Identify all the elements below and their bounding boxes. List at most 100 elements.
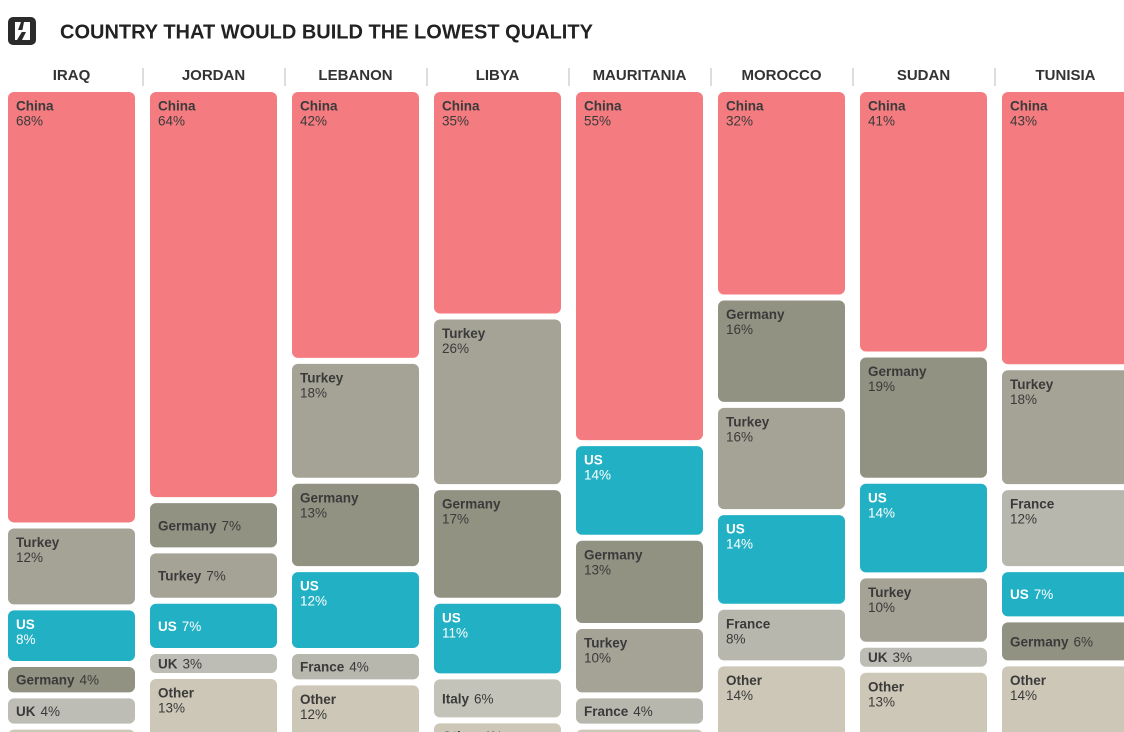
- segment-name: France: [1010, 497, 1055, 512]
- segment: [860, 672, 987, 732]
- segment: [8, 528, 135, 605]
- segment-name: Turkey: [442, 326, 486, 341]
- segment-value: 12%: [300, 707, 327, 722]
- segment-name: Italy: [442, 691, 470, 706]
- segment-value: 7%: [222, 518, 242, 533]
- segment-name: France: [300, 659, 345, 674]
- segment-value: 14%: [584, 468, 611, 483]
- segment: [718, 407, 845, 510]
- segment-value: 7%: [206, 568, 226, 583]
- segment: [292, 92, 419, 358]
- segment-name: Other: [158, 686, 195, 701]
- segment-label: Germany 4%: [16, 672, 99, 687]
- segment-name: Turkey: [16, 535, 60, 550]
- segment-value: 10%: [584, 651, 611, 666]
- column-header: LEBANON: [318, 67, 392, 84]
- segment-value: 35%: [442, 114, 469, 129]
- segment: [9, 729, 134, 732]
- segment-value: 10%: [868, 600, 895, 615]
- segment-name: US: [300, 579, 319, 594]
- segment-value: 26%: [442, 341, 469, 356]
- segment: [434, 490, 561, 598]
- segment-value: 12%: [1010, 512, 1037, 527]
- segment-name: UK: [868, 650, 888, 665]
- segment-value: 3%: [893, 650, 913, 665]
- segment: [860, 483, 987, 573]
- segment-name: UK: [158, 656, 178, 671]
- segment-value: 14%: [726, 537, 753, 552]
- column-header: MOROCCO: [742, 67, 822, 84]
- segment-name: Other: [442, 729, 479, 732]
- segment-value: 4%: [483, 729, 503, 732]
- segment-name: China: [1010, 99, 1048, 114]
- segment: [150, 553, 277, 598]
- segment-value: 43%: [1010, 114, 1037, 129]
- segment-value: 13%: [158, 701, 185, 716]
- column-header: LIBYA: [476, 67, 520, 84]
- segment-name: US: [16, 617, 35, 632]
- segment: [860, 92, 987, 352]
- segment: [576, 92, 703, 441]
- segment: [292, 685, 419, 732]
- segment-name: Germany: [16, 672, 75, 687]
- segment-name: Turkey: [1010, 377, 1054, 392]
- column-header: IRAQ: [53, 67, 91, 84]
- segment-name: China: [300, 99, 338, 114]
- segment: [718, 300, 845, 402]
- segment: [292, 363, 419, 478]
- segment-value: 13%: [868, 694, 895, 709]
- segment-value: 6%: [1074, 634, 1094, 649]
- segment-value: 32%: [726, 114, 753, 129]
- segment-name: China: [442, 99, 480, 114]
- segment-value: 14%: [868, 505, 895, 520]
- segment-value: 13%: [300, 505, 327, 520]
- segment-name: Turkey: [158, 568, 202, 583]
- segment-value: 11%: [442, 625, 468, 640]
- segment-value: 16%: [726, 322, 753, 337]
- segment-name: China: [726, 99, 764, 114]
- segment: [576, 540, 703, 624]
- segment-name: Turkey: [584, 636, 628, 651]
- segment-label: Italy 6%: [442, 691, 494, 706]
- segment: [860, 578, 987, 642]
- segment: [1002, 622, 1124, 661]
- segment-value: 8%: [726, 631, 746, 646]
- segment-value: 42%: [300, 114, 327, 129]
- segment: [434, 92, 561, 314]
- segment-value: 68%: [16, 114, 43, 129]
- segment: [718, 666, 845, 732]
- segment-name: Germany: [442, 497, 501, 512]
- segment: [576, 446, 703, 535]
- segment-value: 14%: [1010, 688, 1037, 703]
- segment-name: China: [868, 99, 906, 114]
- segment: [434, 679, 561, 718]
- segment-value: 41%: [868, 114, 895, 129]
- segment-name: Other: [726, 673, 763, 688]
- segment-value: 7%: [1034, 587, 1054, 602]
- segment-name: US: [158, 618, 177, 633]
- segment-value: 16%: [726, 429, 753, 444]
- segment: [434, 723, 561, 732]
- segment: [434, 319, 561, 485]
- segment-label: Turkey 7%: [158, 568, 226, 583]
- segment: [718, 92, 845, 295]
- segment-label: France 4%: [300, 659, 369, 674]
- segment-name: US: [1010, 587, 1029, 602]
- segment-name: Turkey: [300, 370, 344, 385]
- segment-name: Germany: [1010, 634, 1069, 649]
- segment-label: Germany 6%: [1010, 634, 1093, 649]
- segment-name: US: [584, 453, 603, 468]
- segment: [1002, 572, 1124, 617]
- segment-name: China: [158, 99, 196, 114]
- segment-value: 19%: [868, 379, 895, 394]
- segment-name: Germany: [584, 547, 643, 562]
- segment-label: US 7%: [1010, 587, 1053, 602]
- segment-label: US 7%: [158, 618, 201, 633]
- segment-label: UK 4%: [16, 704, 60, 719]
- segment-value: 4%: [349, 659, 369, 674]
- segment-name: Other: [300, 692, 337, 707]
- segment-value: 4%: [633, 704, 653, 719]
- segment-value: 7%: [182, 618, 202, 633]
- segment: [292, 483, 419, 567]
